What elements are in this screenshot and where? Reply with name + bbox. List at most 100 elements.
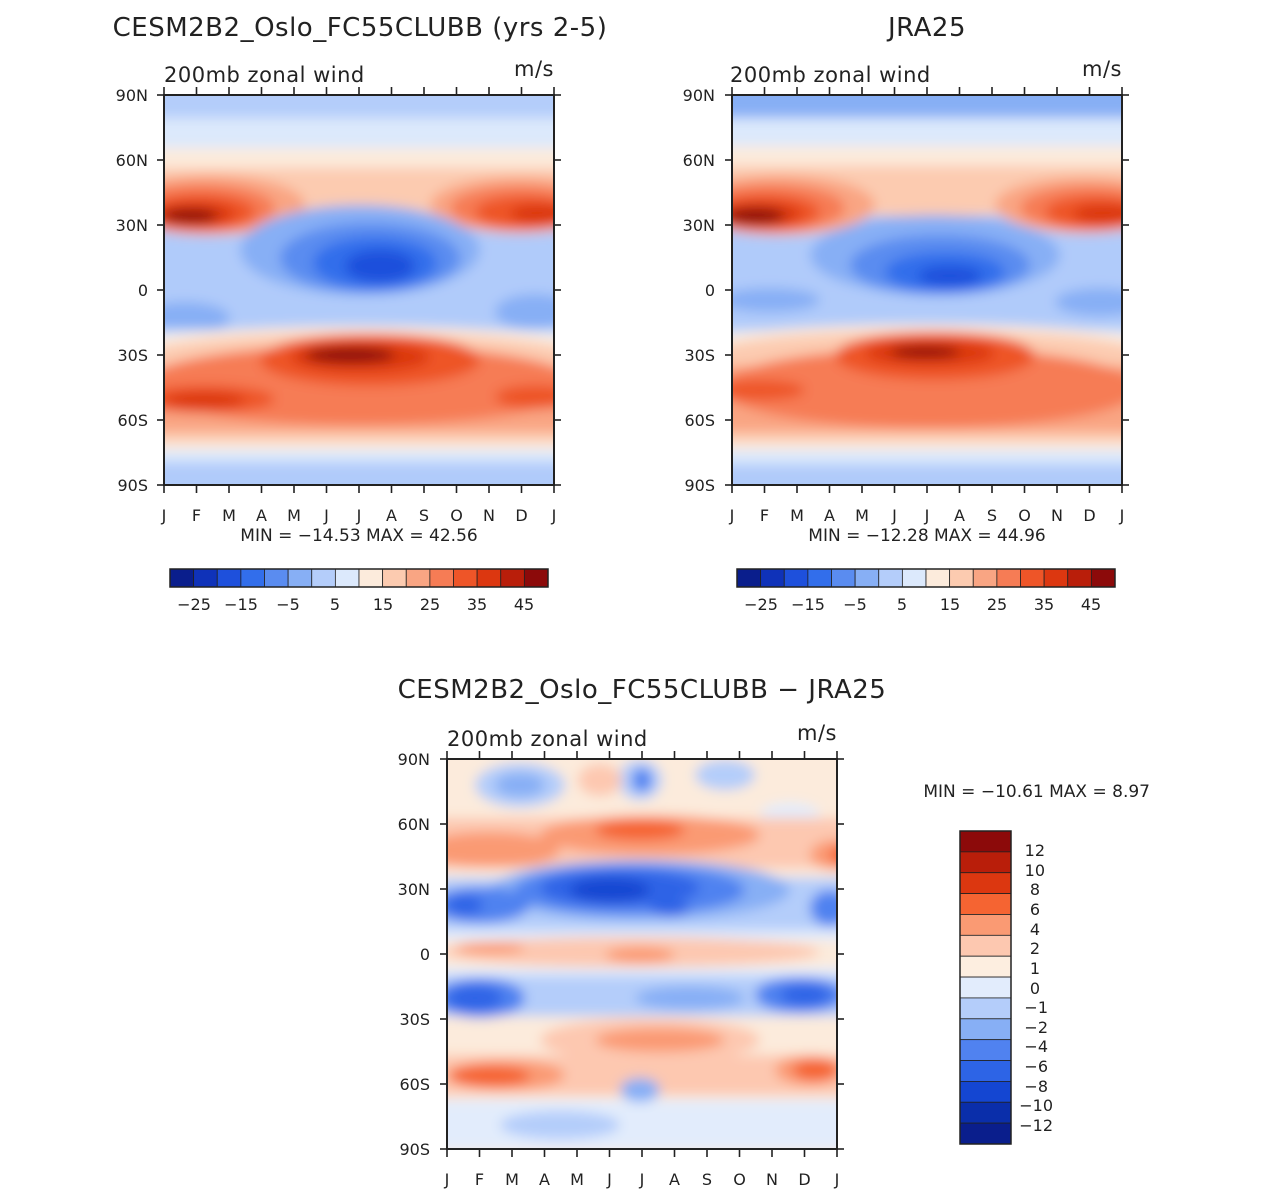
colorbar-label: −15: [224, 595, 258, 614]
colorbar-swatch: [959, 997, 1012, 1020]
y-tick-label: 0: [138, 281, 148, 300]
y-tick-label: 30N: [116, 216, 148, 235]
y-tick-label: 0: [420, 945, 430, 964]
x-tick-label: J: [924, 506, 930, 525]
colorbar-label: −10: [1019, 1096, 1053, 1115]
y-tick-label: 0: [705, 281, 715, 300]
colorbar-label: 5: [330, 595, 340, 614]
x-tick-label: N: [483, 506, 495, 525]
colorbar-label: −5: [843, 595, 867, 614]
x-tick-label: A: [256, 506, 267, 525]
panel-subtitle: 200mb zonal wind: [447, 727, 648, 751]
colorbar-swatch: [760, 568, 785, 588]
x-tick-label: J: [639, 1170, 645, 1189]
x-tick-label: J: [729, 506, 735, 525]
x-tick-label: J: [834, 1170, 840, 1189]
colorbar-label: 12: [1025, 841, 1045, 860]
colorbar-swatch: [1020, 568, 1045, 588]
colorbar-label: 6: [1030, 900, 1040, 919]
y-tick-label: 30S: [399, 1010, 430, 1029]
colorbar-label: −1: [1024, 998, 1048, 1017]
colorbar: −25 −15 −5 5 15 25 35 45: [169, 568, 549, 614]
panel-subtitle: 200mb zonal wind: [730, 63, 931, 87]
colorbar-swatch: [193, 568, 218, 588]
x-tick-label: D: [1083, 506, 1095, 525]
y-tick-label: 90S: [684, 476, 715, 495]
colorbar-swatch: [878, 568, 903, 588]
y-tick-label: 60S: [399, 1075, 430, 1094]
colorbar-swatch: [382, 568, 407, 588]
colorbar-label: 15: [373, 595, 393, 614]
colorbar-swatch: [1067, 568, 1092, 588]
x-tick-label: J: [891, 506, 897, 525]
colorbar-swatch: [959, 872, 1012, 895]
colorbar-swatch: [972, 568, 998, 588]
colorbar-swatch: [959, 914, 1012, 936]
y-tick-label: 60N: [116, 151, 148, 170]
axis-ticks: [157, 87, 561, 493]
x-tick-label: F: [760, 506, 769, 525]
colorbar-swatch: [216, 568, 242, 588]
x-tick-label: J: [356, 506, 362, 525]
colorbar-label: 4: [1030, 920, 1040, 939]
colorbar-swatch: [959, 851, 1012, 874]
colorbar-swatch: [949, 568, 974, 588]
colorbar-swatch: [453, 568, 478, 588]
colorbar-swatch: [783, 568, 809, 588]
x-tick-label: O: [733, 1170, 746, 1189]
x-tick-labels: J F M A M J J A S O N D J: [729, 506, 1125, 525]
colorbar: −25 −15 −5 5 15 25 35 45: [736, 568, 1116, 614]
colorbar-swatch: [358, 568, 384, 588]
colorbar-swatch: [959, 1081, 1012, 1103]
colorbar: 12 10 8 6 4 2 1 0 −1 −2 −4 −6 −8 −10 −12: [959, 830, 1053, 1145]
x-tick-label: J: [323, 506, 329, 525]
colorbar-swatch: [736, 568, 762, 588]
y-tick-label: 30N: [683, 216, 715, 235]
y-tick-label: 30N: [398, 880, 430, 899]
y-tick-label: 90N: [116, 86, 148, 105]
x-tick-label: O: [450, 506, 463, 525]
colorbar-swatch: [1090, 568, 1116, 588]
panel-units: m/s: [1082, 57, 1122, 81]
x-tick-label: M: [222, 506, 236, 525]
colorbar-swatch: [429, 568, 454, 588]
x-tick-label: A: [539, 1170, 550, 1189]
colorbar-swatch: [959, 976, 1012, 999]
y-tick-labels: 90N 60N 30N 0 30S 60S 90S: [398, 750, 430, 1159]
colorbar-swatch: [807, 568, 832, 588]
y-tick-labels: 90N 60N 30N 0 30S 60S 90S: [116, 86, 148, 495]
y-tick-label: 90S: [117, 476, 148, 495]
colorbar-label: −8: [1024, 1077, 1048, 1096]
colorbar-swatch: [287, 568, 313, 588]
y-tick-label: 30S: [684, 346, 715, 365]
colorbar-swatch: [240, 568, 265, 588]
y-tick-label: 60N: [683, 151, 715, 170]
colorbar-label: 0: [1030, 979, 1040, 998]
y-tick-label: 90N: [398, 750, 430, 769]
axis-ticks: [440, 751, 844, 1157]
panel-observation: JRA25 200mb zonal wind m/s: [683, 13, 1129, 614]
panel-model: CESM2B2_Oslo_FC55CLUBB (yrs 2-5) 200mb z…: [113, 13, 607, 614]
colorbar-label: 25: [420, 595, 440, 614]
colorbar-label: 35: [467, 595, 487, 614]
colorbar-swatch: [523, 568, 549, 588]
colorbar-swatch: [959, 893, 1012, 915]
x-tick-label: J: [444, 1170, 450, 1189]
x-tick-label: J: [161, 506, 167, 525]
y-tick-label: 90S: [399, 1140, 430, 1159]
colorbar-label: 5: [897, 595, 907, 614]
x-tick-label: M: [287, 506, 301, 525]
x-tick-label: A: [669, 1170, 680, 1189]
x-tick-label: M: [570, 1170, 584, 1189]
x-tick-label: F: [192, 506, 201, 525]
y-tick-label: 30S: [117, 346, 148, 365]
y-tick-labels: 90N 60N 30N 0 30S 60S 90S: [683, 86, 715, 495]
colorbar-swatch: [925, 568, 951, 588]
colorbar-swatch: [831, 568, 856, 588]
panel-title: CESM2B2_Oslo_FC55CLUBB − JRA25: [398, 675, 887, 705]
colorbar-label: 2: [1030, 939, 1040, 958]
x-tick-label: S: [987, 506, 997, 525]
x-tick-label: N: [1051, 506, 1063, 525]
x-tick-label: M: [505, 1170, 519, 1189]
y-tick-label: 60S: [684, 411, 715, 430]
